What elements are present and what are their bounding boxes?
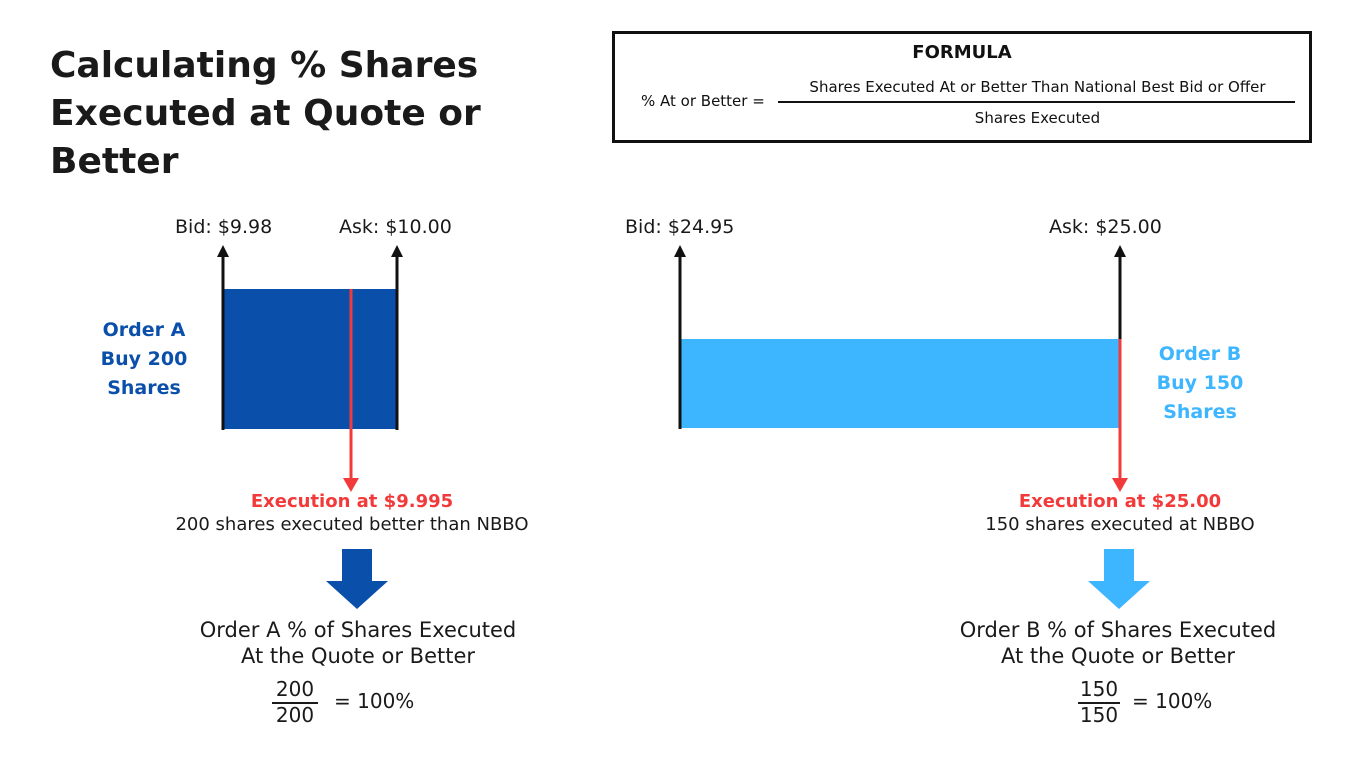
down-arrow-icon [343,478,359,492]
down-arrow-icon [1112,478,1128,492]
order-b-label-line: Shares [1163,401,1237,423]
page-title: Calculating % Shares Executed at Quote o… [50,45,481,182]
order-a-fraction-numerator: 200 [275,677,315,701]
order-a-result: = 100% [334,689,415,713]
formula-fraction-bar [778,101,1295,103]
formula-denominator: Shares Executed [974,109,1101,127]
order-b-label-line: Order B [1158,343,1242,365]
order-a-fraction-bar [272,702,318,704]
order-a-execution-note: 200 shares executed better than NBBO [175,514,529,535]
order-b-fraction-denominator: 150 [1079,703,1119,727]
order-b-ask-label: Ask: $25.00 [1049,216,1162,238]
order-b-fraction-bar [1078,702,1120,704]
order-b-bar [680,339,1120,428]
formula-heading: FORMULA [912,42,1012,63]
order-a-result-heading: Order A % of Shares Executed At the Quot… [158,617,558,669]
order-b-result: = 100% [1132,689,1213,713]
order-a-ask-label: Ask: $10.00 [339,216,452,238]
order-b-result-heading: Order B % of Shares Executed At the Quot… [918,617,1318,669]
order-a-label-line: Buy 200 [100,348,188,370]
order-b-result-heading-line: Order B % of Shares Executed [959,618,1277,642]
order-a-bar [223,289,397,429]
formula-lhs: % At or Better = [641,92,765,110]
up-arrow-icon [674,245,686,257]
order-b-label-line: Buy 150 [1156,372,1244,394]
order-b-result-heading-line: At the Quote or Better [1000,644,1236,668]
order-b-bid-label: Bid: $24.95 [625,216,735,238]
order-b-execution-note: 150 shares executed at NBBO [985,514,1255,535]
order-a-result-heading-line: Order A % of Shares Executed [199,618,517,642]
order-b-fraction-numerator: 150 [1079,677,1119,701]
block-down-arrow-icon [326,549,388,609]
order-a-label: Order A Buy 200 Shares [74,316,214,403]
order-a-bid-label: Bid: $9.98 [175,216,273,238]
order-a-label-line: Shares [107,377,181,399]
block-down-arrow-icon [1088,549,1150,609]
formula-numerator: Shares Executed At or Better Than Nation… [809,78,1266,96]
up-arrow-icon [391,245,403,257]
order-a-result-heading-line: At the Quote or Better [240,644,476,668]
formula-box: FORMULA % At or Better = Shares Executed… [612,31,1312,143]
order-b-label: Order B Buy 150 Shares [1130,340,1270,427]
order-a-label-line: Order A [102,319,186,341]
order-a-execution-label: Execution at $9.995 [250,491,454,512]
order-b-execution-label: Execution at $25.00 [1018,491,1222,512]
order-a-fraction-denominator: 200 [275,703,315,727]
up-arrow-icon [217,245,229,257]
up-arrow-icon [1114,245,1126,257]
